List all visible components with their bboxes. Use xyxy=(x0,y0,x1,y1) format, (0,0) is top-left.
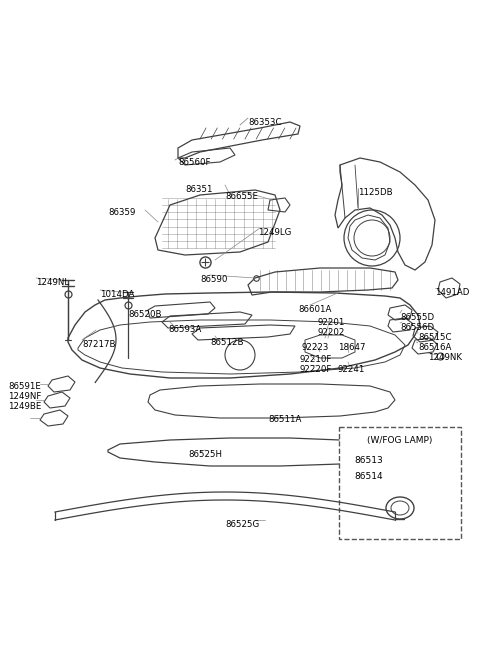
Text: 86556D: 86556D xyxy=(400,323,434,332)
Text: 92223: 92223 xyxy=(302,343,329,352)
Text: 1249NL: 1249NL xyxy=(36,278,69,287)
Text: 18647: 18647 xyxy=(338,343,365,352)
Text: 86512B: 86512B xyxy=(210,338,243,347)
Text: 86515C: 86515C xyxy=(418,333,452,342)
Text: 1249LG: 1249LG xyxy=(258,228,291,237)
Text: 86560F: 86560F xyxy=(178,158,211,167)
Text: 86593A: 86593A xyxy=(168,325,201,334)
Text: 86514: 86514 xyxy=(354,472,383,481)
Text: 87217B: 87217B xyxy=(82,340,116,349)
Text: 86525G: 86525G xyxy=(225,520,259,529)
Text: 1249NK: 1249NK xyxy=(428,353,462,362)
Text: 92210F: 92210F xyxy=(300,355,332,364)
Text: (W/FOG LAMP): (W/FOG LAMP) xyxy=(367,436,432,445)
Text: 92241: 92241 xyxy=(338,365,365,374)
FancyBboxPatch shape xyxy=(339,427,461,539)
Text: 86359: 86359 xyxy=(108,208,135,217)
Text: 1014DA: 1014DA xyxy=(100,290,134,299)
Text: 1125DB: 1125DB xyxy=(358,188,393,197)
Text: 1249BE: 1249BE xyxy=(8,402,41,411)
Text: 92220F: 92220F xyxy=(300,365,332,374)
Text: 1491AD: 1491AD xyxy=(435,288,469,297)
Text: 86353C: 86353C xyxy=(248,118,281,127)
Text: 86513: 86513 xyxy=(354,456,383,465)
Text: 86601A: 86601A xyxy=(298,305,331,314)
Text: 86525H: 86525H xyxy=(188,450,222,459)
Text: 92202: 92202 xyxy=(318,328,346,337)
Text: 92201: 92201 xyxy=(318,318,346,327)
Text: 86351: 86351 xyxy=(185,185,213,194)
Text: 86590: 86590 xyxy=(200,275,228,284)
Text: 86591E: 86591E xyxy=(8,382,41,391)
Text: 86555D: 86555D xyxy=(400,313,434,322)
Text: 86516A: 86516A xyxy=(418,343,451,352)
Text: 86511A: 86511A xyxy=(268,415,301,424)
Text: 86655E: 86655E xyxy=(225,192,258,201)
Text: 86520B: 86520B xyxy=(128,310,161,319)
Text: 1249NF: 1249NF xyxy=(8,392,41,401)
